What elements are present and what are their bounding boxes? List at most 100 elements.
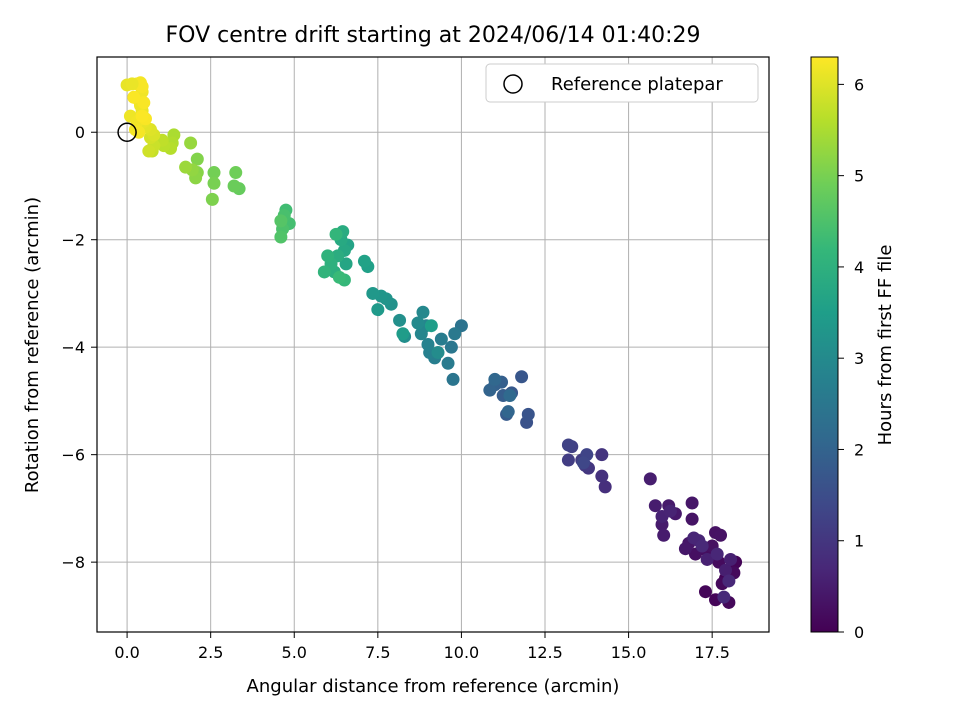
legend-entry-label: Reference platepar	[551, 74, 723, 95]
plot-frame	[96, 56, 770, 633]
scatter-point	[393, 313, 407, 327]
scatter-point	[595, 469, 609, 483]
colorbar: 0 1 2 3 4 5 6 Hours from first FF file	[810, 56, 896, 642]
scatter-point	[643, 472, 657, 486]
scatter-point	[411, 316, 425, 330]
scatter-point	[722, 574, 736, 588]
scatter-point	[698, 585, 712, 599]
scatter-point	[595, 448, 609, 462]
scatter-point	[135, 109, 149, 123]
y-tick-label: 0	[75, 123, 85, 142]
scatter-point	[710, 547, 724, 561]
scatter-point	[598, 480, 612, 494]
colorbar-label: Hours from first FF file	[875, 245, 896, 446]
scatter-point	[229, 166, 243, 180]
scatter-point	[329, 227, 343, 241]
scatter-point	[207, 166, 221, 180]
scatter-point	[227, 179, 241, 193]
colorbar-tick-label: 6	[854, 75, 864, 94]
scatter-point	[488, 372, 502, 386]
scatter-point	[274, 230, 288, 244]
x-tick-label: 17.5	[694, 643, 730, 662]
scatter-point	[503, 389, 517, 403]
scatter-point	[274, 214, 288, 228]
scatter-point	[371, 303, 385, 317]
scatter-point	[663, 504, 677, 518]
scatter-point	[446, 372, 460, 386]
y-axis-ticks: 0 −2 −4 −6 −8	[61, 123, 97, 572]
scatter-point	[576, 456, 590, 470]
colorbar-tick-label: 4	[854, 258, 864, 277]
colorbar-tick-label: 1	[854, 532, 864, 551]
scatter-point	[205, 192, 219, 206]
y-tick-label: −8	[61, 553, 85, 572]
scatter-point	[714, 528, 728, 542]
scatter-point	[678, 542, 692, 556]
scatter-point	[441, 356, 455, 370]
colorbar-tick-label: 0	[854, 623, 864, 642]
scatter-point	[421, 338, 435, 351]
y-tick-label: −2	[61, 231, 85, 250]
scatter-point	[657, 528, 671, 542]
scatter-point	[434, 332, 448, 346]
scatter-point	[448, 327, 462, 341]
scatter-point	[695, 539, 709, 553]
scatter-point	[501, 405, 515, 419]
scatter-point	[396, 327, 410, 341]
scatter-point	[724, 552, 738, 566]
x-axis-label: Angular distance from reference (arcmin)	[247, 676, 620, 697]
scatter-point	[648, 499, 662, 513]
x-tick-label: 12.5	[527, 643, 563, 662]
scatter-point	[190, 152, 204, 166]
scatter-point	[561, 453, 575, 467]
x-axis-ticks: 0.0 2.5 5.0 7.5 10.0 12.5 15.0 17.5	[114, 632, 730, 662]
scatter-point	[184, 136, 198, 150]
scatter-point	[207, 176, 221, 190]
scatter-point	[685, 512, 699, 526]
scatter-point	[685, 496, 699, 510]
scatter-point	[125, 77, 139, 91]
scatter-point	[719, 563, 733, 577]
colorbar-tick-label: 3	[854, 349, 864, 368]
scatter-point	[687, 531, 701, 545]
y-tick-label: −4	[61, 338, 85, 357]
x-tick-label: 15.0	[611, 643, 647, 662]
scatter-point	[137, 96, 151, 110]
colorbar-tick-label: 5	[854, 167, 864, 186]
colorbar-gradient	[810, 56, 839, 633]
reference-platepar-marker	[117, 122, 137, 142]
chart-title: FOV centre drift starting at 2024/06/14 …	[166, 23, 701, 48]
colorbar-ticks: 0 1 2 3 4 5 6	[838, 75, 864, 642]
x-tick-label: 2.5	[198, 643, 223, 662]
x-tick-label: 5.0	[282, 643, 307, 662]
y-tick-label: −6	[61, 446, 85, 465]
scatter-point	[717, 590, 731, 604]
scatter-point	[483, 383, 497, 397]
legend-box	[485, 63, 759, 103]
scatter-point	[444, 340, 458, 354]
x-tick-label: 10.0	[444, 643, 480, 662]
scatter-point	[317, 265, 331, 279]
scatter-point	[424, 319, 438, 333]
scatter-point	[321, 249, 335, 263]
scatter-point	[366, 286, 380, 300]
scatter-point	[521, 407, 535, 421]
y-axis-label: Rotation from reference (arcmin)	[22, 197, 43, 493]
scatter-point	[700, 552, 714, 566]
scatter-point	[135, 80, 149, 94]
scatter-point	[142, 144, 156, 158]
colorbar-tick-label: 2	[854, 440, 864, 459]
scatter-point	[416, 305, 430, 319]
scatter-point	[431, 346, 445, 360]
legend: Reference platepar	[485, 63, 759, 103]
scatter-point	[339, 257, 353, 271]
x-tick-label: 7.5	[365, 643, 390, 662]
legend-open-circle-icon	[503, 74, 523, 94]
scatter-point	[515, 370, 529, 384]
data-points	[120, 76, 743, 609]
scatter-point	[332, 270, 346, 284]
scatter-point	[414, 327, 428, 341]
